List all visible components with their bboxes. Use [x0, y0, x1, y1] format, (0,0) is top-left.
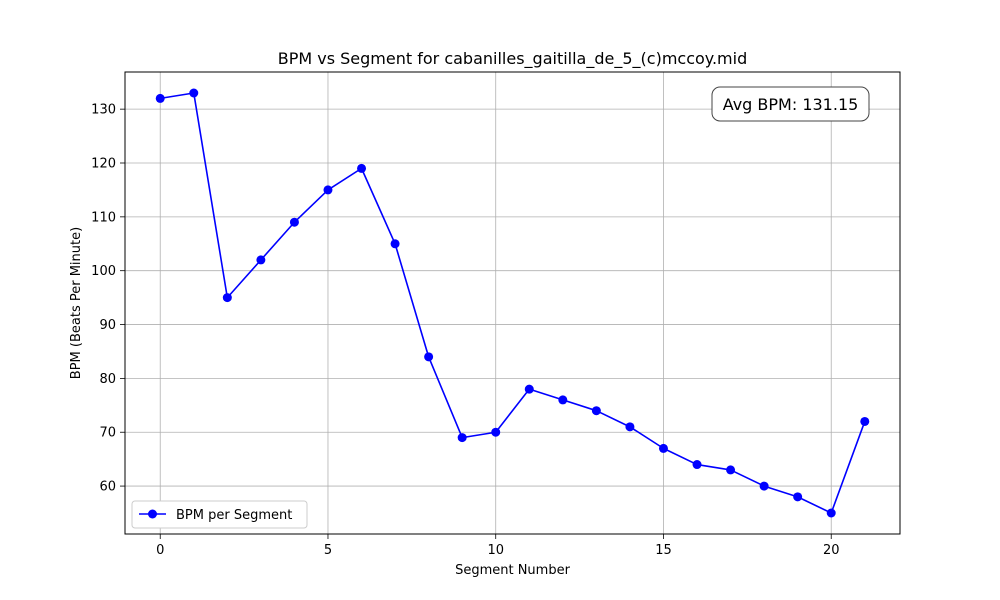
- y-tick-label: 120: [91, 157, 116, 172]
- data-point: [591, 406, 601, 416]
- y-axis-label: BPM (Beats Per Minute): [69, 227, 84, 379]
- data-point: [357, 163, 367, 173]
- data-point: [390, 239, 400, 249]
- y-tick-label: 90: [99, 318, 116, 333]
- annotation-frame: [711, 86, 870, 122]
- x-axis-label: Segment Number: [455, 563, 571, 578]
- data-point: [289, 217, 299, 227]
- data-point: [759, 481, 769, 491]
- x-tick-label: 5: [324, 543, 332, 558]
- y-tick-label: 110: [91, 210, 116, 225]
- data-point: [826, 508, 836, 518]
- annotation-text: Avg BPM: 131.15: [723, 95, 859, 114]
- plot-frame: [124, 71, 901, 535]
- data-point: [457, 433, 467, 443]
- data-point: [424, 352, 434, 362]
- y-tick-label: 100: [91, 264, 116, 279]
- legend: BPM per Segment: [131, 500, 308, 529]
- x-tick-label: 0: [156, 543, 164, 558]
- legend-label: BPM per Segment: [176, 508, 292, 523]
- chart-title: BPM vs Segment for cabanilles_gaitilla_d…: [278, 49, 748, 69]
- data-point: [256, 255, 266, 265]
- data-point: [625, 422, 635, 432]
- data-point: [558, 395, 568, 405]
- data-point: [658, 443, 668, 453]
- data-point: [189, 88, 199, 98]
- y-tick-label: 80: [99, 372, 116, 387]
- y-tick-label: 70: [99, 426, 116, 441]
- ticks: 0 5 10 15 20 60 70 80 90 100 110 120 130: [91, 103, 839, 558]
- legend-marker-swatch: [148, 509, 157, 519]
- data-point: [155, 93, 165, 103]
- series-layer: [155, 88, 870, 518]
- data-point: [524, 384, 534, 394]
- legend-frame: [131, 500, 308, 529]
- x-tick-label: 20: [823, 543, 840, 558]
- y-tick-label: 60: [99, 480, 116, 495]
- data-point: [323, 185, 333, 195]
- data-point: [491, 427, 501, 437]
- x-tick-label: 15: [655, 543, 672, 558]
- data-point: [726, 465, 736, 475]
- avg-bpm-annotation: Avg BPM: 131.15: [711, 86, 870, 122]
- data-point: [860, 416, 870, 426]
- data-point: [793, 492, 803, 502]
- x-tick-label: 10: [487, 543, 504, 558]
- y-tick-label: 130: [91, 103, 116, 118]
- data-point: [222, 293, 232, 303]
- series-line: [160, 92, 866, 514]
- grid: [125, 72, 900, 534]
- data-point: [692, 460, 702, 470]
